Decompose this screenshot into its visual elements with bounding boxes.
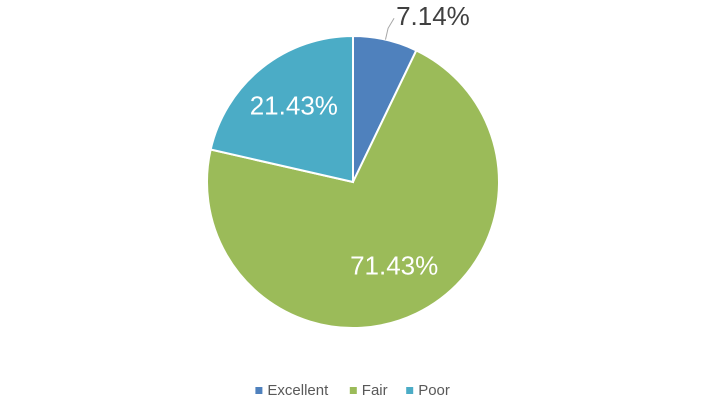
pie-slice bbox=[206, 49, 500, 329]
legend-label: Fair bbox=[362, 382, 388, 399]
data-label: 71.43% bbox=[350, 250, 438, 280]
data-label: 21.43% bbox=[250, 91, 338, 121]
legend-swatch bbox=[255, 387, 263, 394]
legend-label: Poor bbox=[418, 382, 450, 399]
data-label: 7.14% bbox=[396, 1, 470, 31]
legend-swatch bbox=[349, 387, 357, 394]
legend-label: Excellent bbox=[267, 382, 329, 399]
leader-line bbox=[384, 18, 395, 40]
pie-slice bbox=[209, 34, 354, 184]
legend-swatch bbox=[406, 387, 414, 394]
